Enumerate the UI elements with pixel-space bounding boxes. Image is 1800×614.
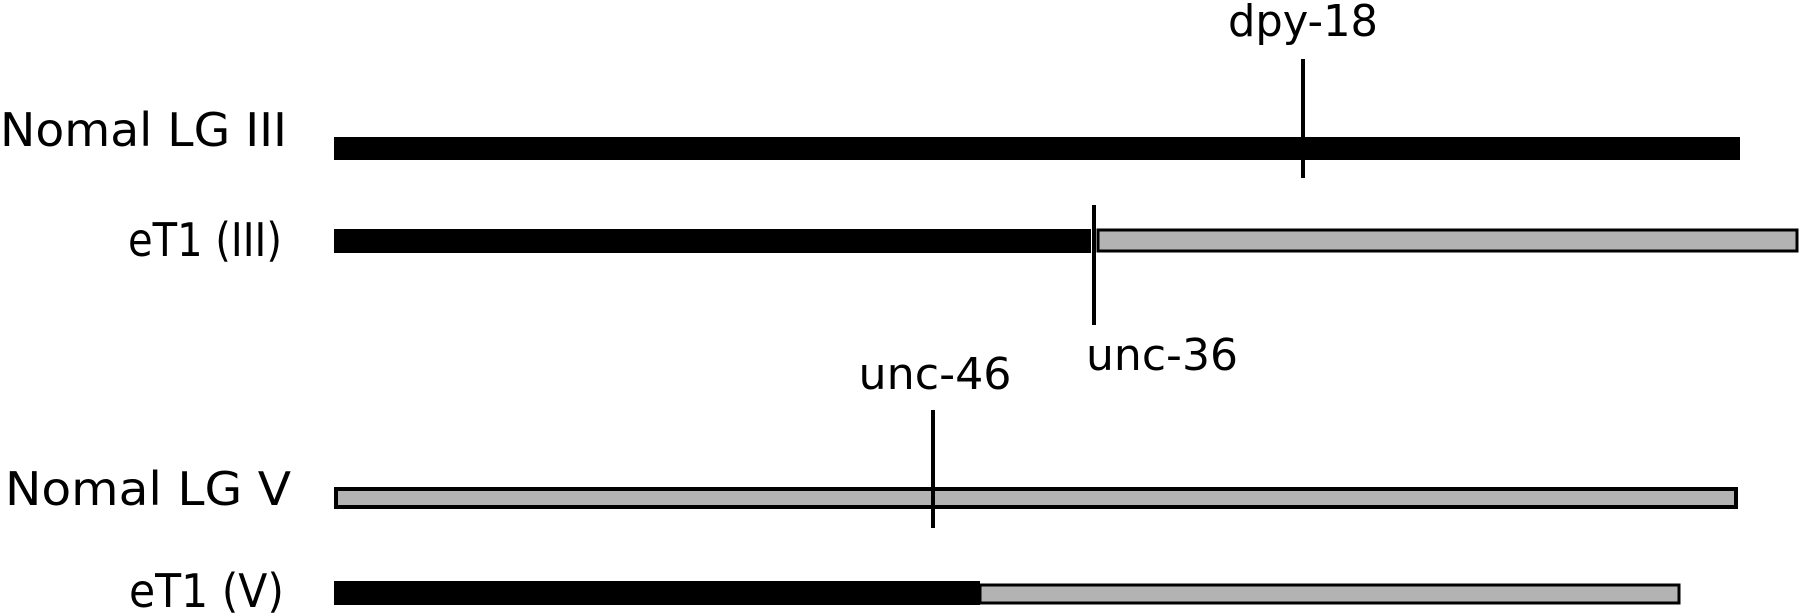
bar-et1-v-gray-segment <box>978 583 1681 605</box>
label-et1-v: eT1 (V) <box>129 564 284 614</box>
label-et1-iii: eT1 (III) <box>128 213 282 267</box>
label-normal-lg-iii: Nomal LG III <box>0 103 287 157</box>
marker-label-unc-36: unc-36 <box>1086 330 1238 381</box>
bar-normal-lg-iii <box>334 137 1740 160</box>
bar-et1-iii-black-segment <box>334 229 1091 253</box>
marker-label-dpy-18: dpy-18 <box>1228 0 1378 47</box>
bar-et1-iii-gray-segment <box>1096 228 1799 253</box>
bar-normal-lg-v <box>334 487 1738 509</box>
bar-et1-v-black-segment <box>334 581 980 605</box>
marker-label-unc-46: unc-46 <box>859 349 1012 400</box>
label-normal-lg-v: Nomal LG V <box>5 462 292 516</box>
